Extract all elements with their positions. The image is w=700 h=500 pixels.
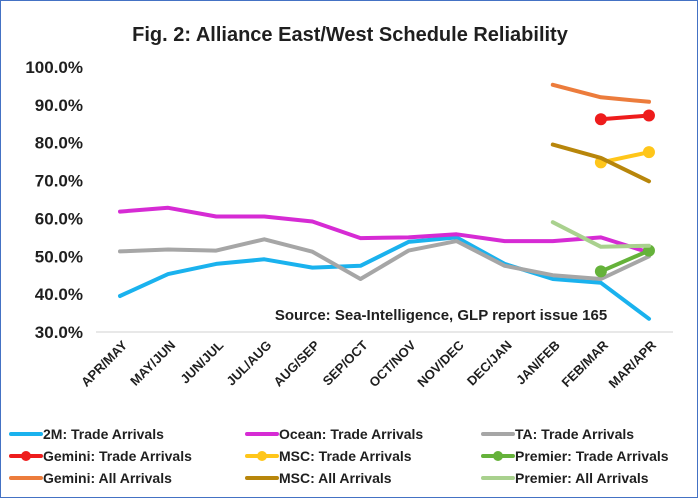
legend-label: Gemini: All Arrivals bbox=[43, 470, 172, 486]
chart-legend: 2M: Trade Arrivals Ocean: Trade Arrivals T… bbox=[9, 426, 669, 486]
legend-label: Ocean: Trade Arrivals bbox=[279, 426, 423, 442]
legend-marker bbox=[493, 451, 503, 461]
series-group bbox=[550, 220, 651, 249]
x-tick-label: NOV/DEC bbox=[414, 337, 467, 390]
data-point bbox=[642, 146, 655, 159]
x-tick-label: APR/MAY bbox=[78, 337, 130, 389]
series-line bbox=[118, 237, 651, 281]
series-group bbox=[550, 82, 651, 104]
y-tick-label: 40.0% bbox=[35, 285, 83, 304]
x-tick-label: OCT/NOV bbox=[366, 337, 419, 390]
data-point bbox=[594, 113, 607, 126]
legend-item: Gemini: Trade Arrivals bbox=[9, 448, 192, 464]
series-line bbox=[550, 142, 651, 184]
legend-label: Premier: All Arrivals bbox=[515, 470, 649, 486]
legend-item: TA: Trade Arrivals bbox=[481, 426, 634, 442]
legend-item: Premier: All Arrivals bbox=[481, 470, 649, 486]
legend-marker bbox=[257, 451, 267, 461]
x-tick-label: JAN/FEB bbox=[513, 338, 563, 388]
legend-label: Gemini: Trade Arrivals bbox=[43, 448, 192, 464]
legend-item: MSC: All Arrivals bbox=[245, 470, 392, 486]
y-tick-label: 70.0% bbox=[35, 172, 83, 191]
series-line bbox=[598, 113, 651, 122]
legend-label: MSC: All Arrivals bbox=[279, 470, 392, 486]
series-group bbox=[118, 205, 651, 255]
y-tick-label: 100.0% bbox=[25, 58, 83, 77]
legend-item: MSC: Trade Arrivals bbox=[245, 448, 412, 464]
x-tick-label: FEB/MAR bbox=[559, 337, 612, 390]
data-point bbox=[594, 265, 607, 278]
series-line bbox=[598, 248, 651, 274]
legend-item: Gemini: All Arrivals bbox=[9, 470, 172, 486]
legend-item: Ocean: Trade Arrivals bbox=[245, 426, 423, 442]
y-axis: 30.0% 40.0% 50.0% 60.0% 70.0% 80.0% 90.0% 100.0… bbox=[25, 58, 83, 342]
source-annotation: Source: Sea-Intelligence, GLP report iss… bbox=[275, 307, 607, 324]
series-group bbox=[118, 235, 651, 321]
series-line bbox=[118, 235, 651, 321]
legend-label: TA: Trade Arrivals bbox=[515, 426, 634, 442]
y-tick-label: 30.0% bbox=[35, 323, 83, 342]
legend-item: Premier: Trade Arrivals bbox=[481, 448, 669, 464]
legend-label: 2M: Trade Arrivals bbox=[43, 426, 164, 442]
x-tick-label: JUN/JUL bbox=[177, 337, 226, 386]
legend-item: 2M: Trade Arrivals bbox=[9, 426, 164, 442]
x-tick-label: JUL/AUG bbox=[223, 338, 274, 389]
legend-marker bbox=[21, 451, 31, 461]
series-group bbox=[594, 244, 655, 278]
series-group bbox=[594, 109, 655, 126]
series-line bbox=[118, 205, 651, 255]
series-group bbox=[550, 142, 651, 184]
series-group bbox=[118, 237, 651, 281]
series-line bbox=[550, 82, 651, 104]
y-tick-label: 60.0% bbox=[35, 209, 83, 228]
series-layer bbox=[118, 82, 655, 321]
legend-label: MSC: Trade Arrivals bbox=[279, 448, 412, 464]
x-tick-label: SEP/OCT bbox=[320, 337, 371, 388]
x-tick-label: DEC/JAN bbox=[464, 338, 515, 389]
legend-label: Premier: Trade Arrivals bbox=[515, 448, 669, 464]
x-tick-label: MAR/APR bbox=[606, 337, 660, 391]
y-tick-label: 80.0% bbox=[35, 134, 83, 153]
y-tick-label: 90.0% bbox=[35, 96, 83, 115]
x-tick-label: AUG/SEP bbox=[271, 337, 323, 389]
x-tick-label: MAY/JUN bbox=[127, 338, 178, 389]
y-tick-label: 50.0% bbox=[35, 247, 83, 266]
series-line bbox=[550, 220, 651, 249]
data-point bbox=[642, 109, 655, 122]
chart-title: Fig. 2: Alliance East/West Schedule Reli… bbox=[132, 24, 569, 46]
